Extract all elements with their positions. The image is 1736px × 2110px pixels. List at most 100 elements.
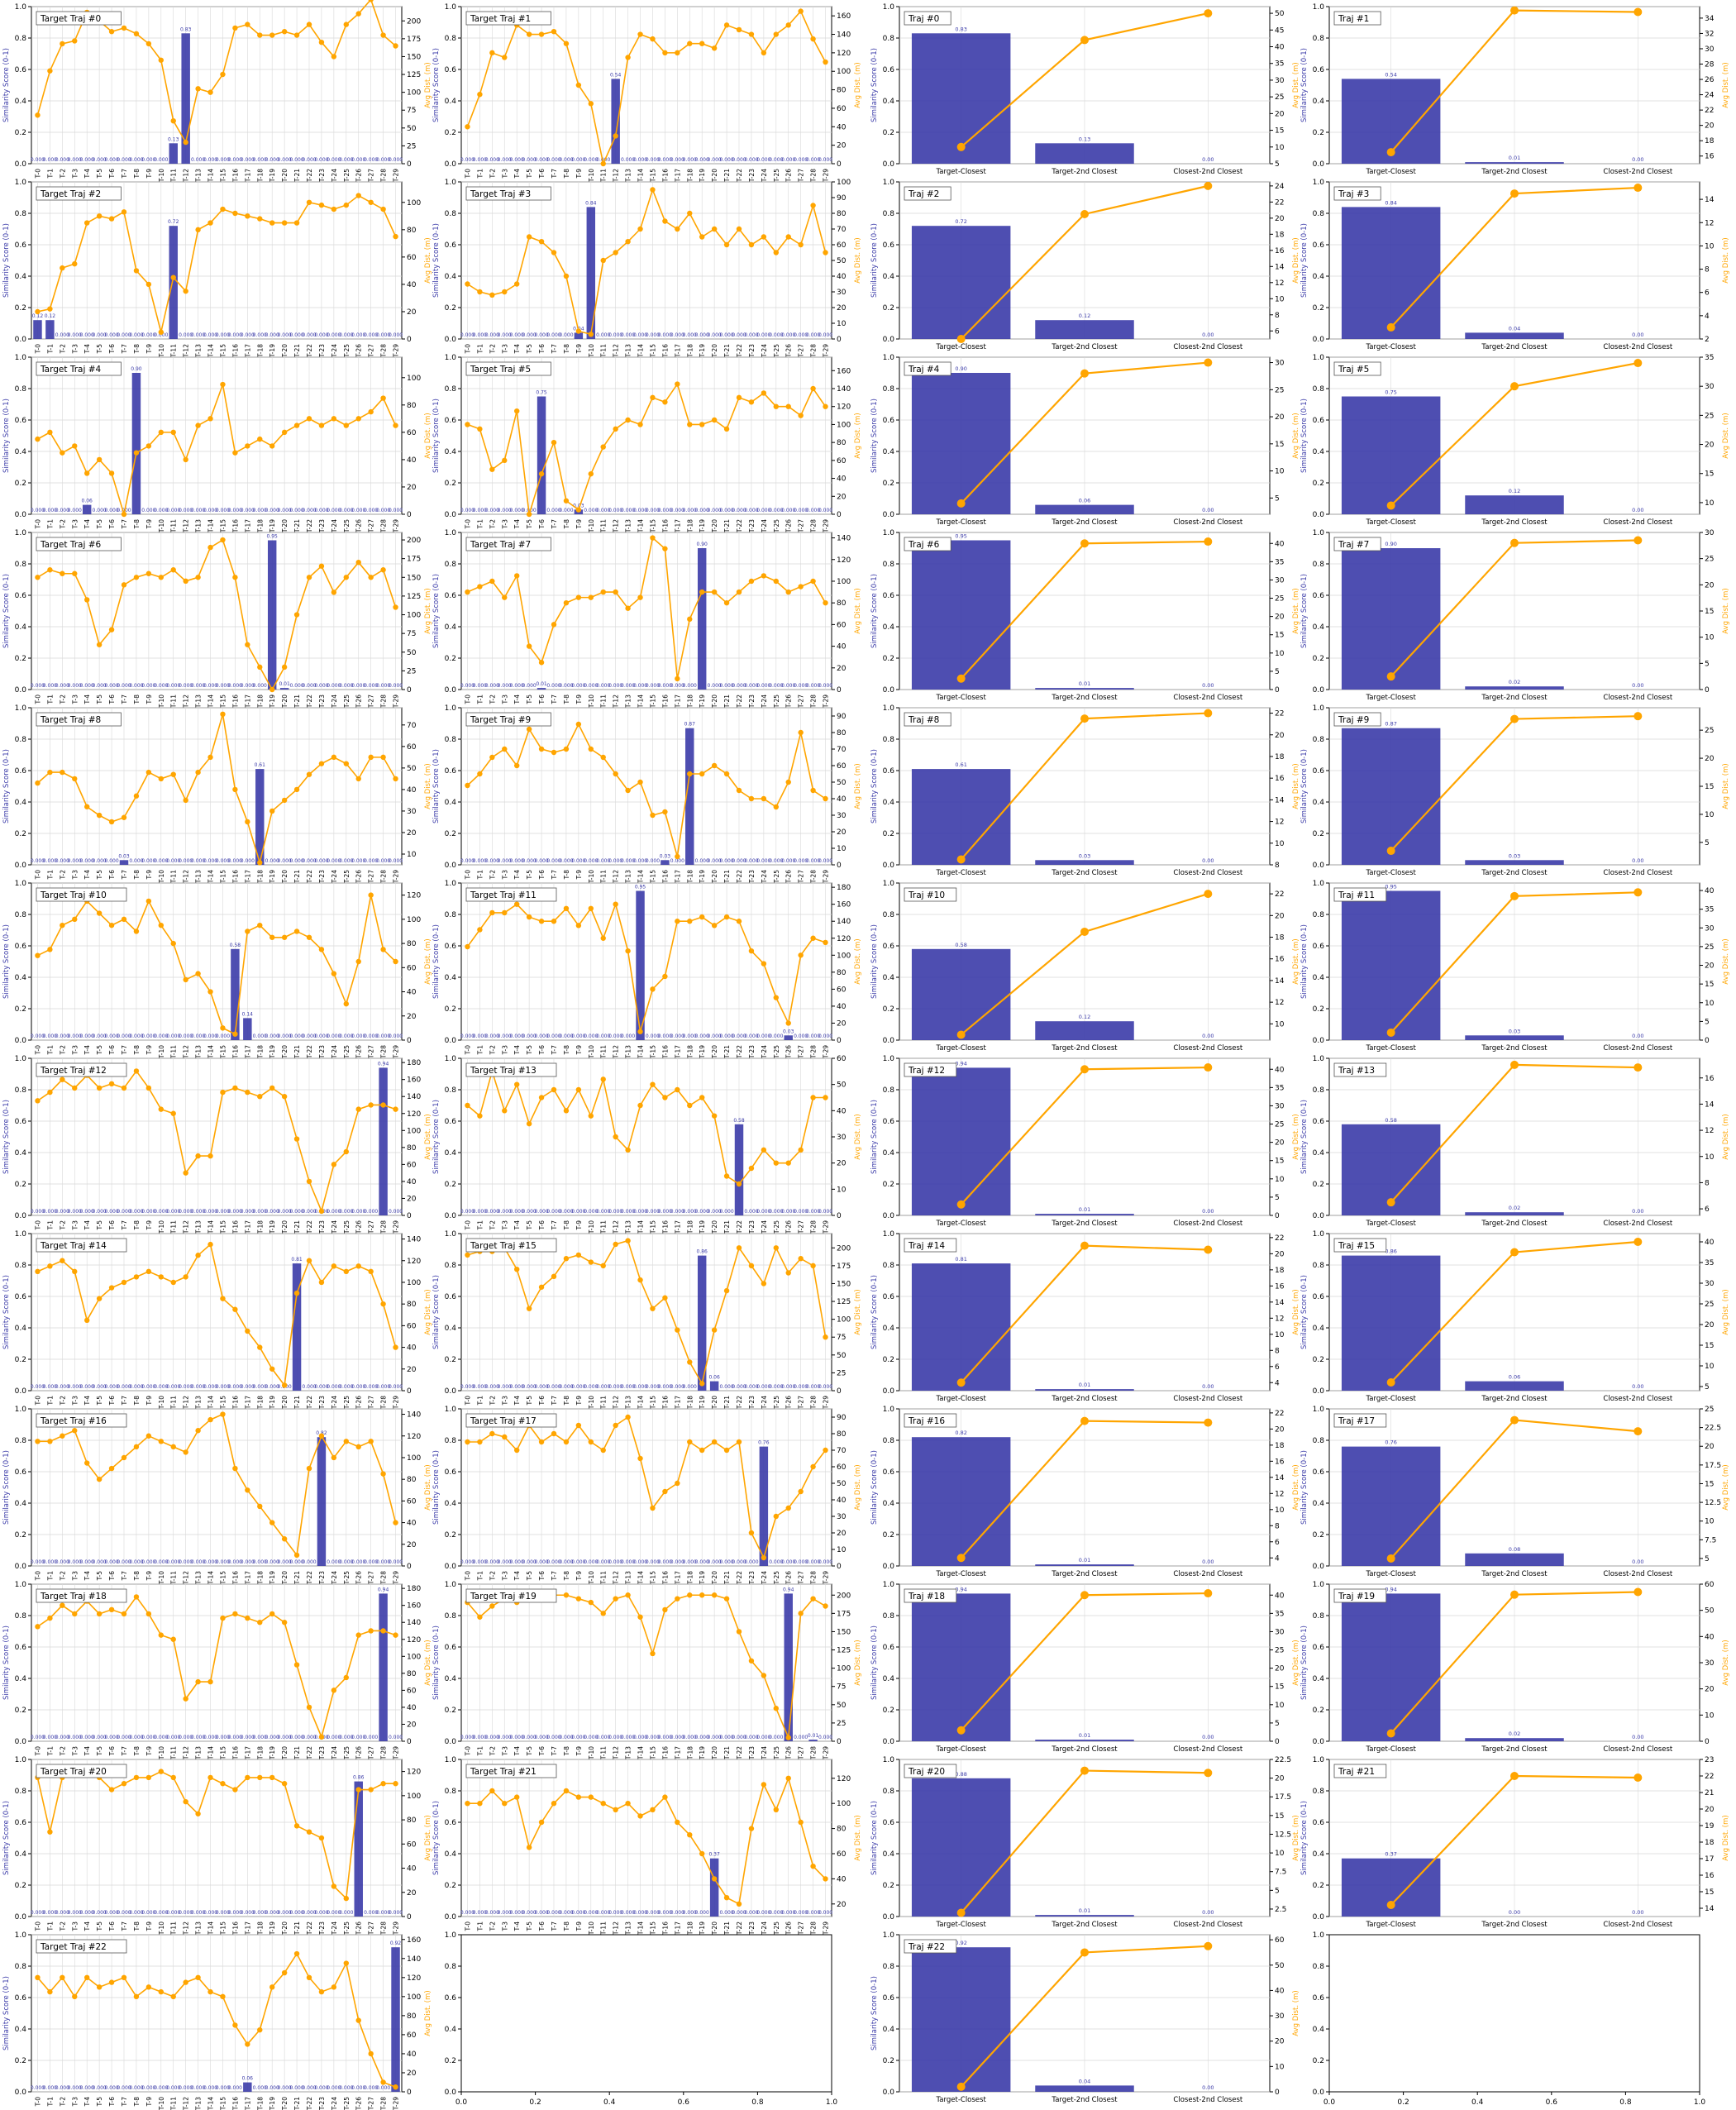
y-tick-label: 0.0 xyxy=(883,160,895,169)
bar-label: 0.000 xyxy=(621,1034,635,1039)
y2-tick-label: 0 xyxy=(837,511,842,519)
distance-point xyxy=(257,1344,263,1350)
x-tick-label: T-7 xyxy=(121,1571,128,1582)
bar-label: 0.000 xyxy=(806,1209,820,1215)
bar-label: 0.000 xyxy=(327,1735,341,1740)
bar-label: 0.87 xyxy=(684,722,696,728)
bar-label: 0.000 xyxy=(744,1384,758,1390)
y2-tick-label: 25 xyxy=(1275,595,1284,604)
subplot-right-19: 0.00.20.40.60.81.00102030405060Similarit… xyxy=(1300,1581,1730,1754)
distance-point xyxy=(662,50,668,56)
bar-label: 0.000 xyxy=(756,683,770,689)
x-tick-label: T-10 xyxy=(158,1220,165,1234)
bar-label: 0.000 xyxy=(364,858,378,864)
y2-tick-label: 12 xyxy=(1275,279,1284,288)
y2-tick-label: 14 xyxy=(1705,1905,1715,1913)
x-tick-label: T-22 xyxy=(736,519,743,533)
x-tick-label: T-18 xyxy=(256,1045,264,1059)
distance-point xyxy=(1386,501,1395,510)
y2-tick-label: 18 xyxy=(1275,753,1285,761)
x-tick-label: T-21 xyxy=(293,344,301,358)
x-tick-label: T-25 xyxy=(343,1045,351,1059)
x-tick-label: T-26 xyxy=(355,1746,363,1760)
y-tick-label: 0.8 xyxy=(1313,561,1325,569)
subplot-right-16: 0.00.20.40.60.81.046810121416182022Simil… xyxy=(870,1406,1300,1578)
distance-point xyxy=(170,1993,176,2000)
distance-point xyxy=(96,1085,103,1091)
x-tick-label: T-5 xyxy=(526,1396,533,1406)
x-tick-label: T-29 xyxy=(823,1396,830,1410)
bar-label: 0.76 xyxy=(758,1440,770,1446)
bar-label: 0.000 xyxy=(485,1209,499,1215)
x-tick-label: T-2 xyxy=(59,1571,66,1582)
x-tick-label: T-7 xyxy=(121,344,128,355)
bar-label: 0.000 xyxy=(608,332,622,338)
x-tick-label: T-6 xyxy=(538,1396,546,1406)
y2-axis-label: Avg Dist. (m) xyxy=(1292,237,1300,283)
bar-label: 0.000 xyxy=(498,508,512,513)
y-tick-label: 0.2 xyxy=(15,655,26,663)
distance-point xyxy=(331,971,337,976)
y2-tick-label: 50 xyxy=(837,257,847,265)
x-tick-label: T-21 xyxy=(293,1396,301,1410)
bar-label: 0.000 xyxy=(241,858,255,864)
bar-label: 0.000 xyxy=(559,1910,573,1916)
bar-label: 0.000 xyxy=(43,1910,57,1916)
x-tick-label: T-18 xyxy=(256,1746,264,1760)
bar-label: 0.000 xyxy=(584,683,598,689)
distance-point xyxy=(232,450,238,456)
x-tick-label: T-13 xyxy=(625,870,632,884)
x-tick-label: T-18 xyxy=(256,695,264,709)
bar-label: 0.000 xyxy=(327,1910,341,1916)
bar-label: 0.000 xyxy=(191,508,205,513)
x-tick-label: T-22 xyxy=(736,344,743,358)
y2-tick-label: 30 xyxy=(1705,45,1715,54)
distance-point xyxy=(514,901,520,907)
y-tick-label: 1.0 xyxy=(883,179,895,187)
distance-point xyxy=(245,213,250,219)
y-tick-label: 0.6 xyxy=(15,943,27,951)
x-tick-label: T-6 xyxy=(108,1746,116,1757)
x-tick-label: T-14 xyxy=(207,695,215,709)
distance-point xyxy=(158,1988,164,1995)
bar-label: 0.01 xyxy=(1079,1206,1090,1213)
y-tick-label: 0.8 xyxy=(445,1612,457,1621)
x-tick-label: T-7 xyxy=(551,344,558,355)
bar-label: 0.000 xyxy=(546,157,560,163)
distance-point xyxy=(380,1301,386,1307)
bar-label: 0.000 xyxy=(93,157,107,163)
bar xyxy=(1465,162,1564,164)
y2-tick-label: 6 xyxy=(1705,289,1710,298)
distance-point xyxy=(245,928,250,934)
x-tick-label: T-29 xyxy=(823,169,830,183)
bar-label: 0.000 xyxy=(203,1034,217,1039)
x-tick-label: T-29 xyxy=(393,1746,400,1760)
distance-point xyxy=(220,1296,226,1301)
x-tick-label: T-9 xyxy=(575,1220,583,1231)
bar-label: 0.00 xyxy=(1632,507,1643,513)
bar-label: 0.00 xyxy=(1202,1033,1214,1039)
y2-tick-label: 120 xyxy=(837,556,851,565)
x-tick-label: Target-2nd Closest xyxy=(1051,1921,1118,1929)
x-tick-label: T-7 xyxy=(551,1396,558,1406)
bar-label: 0.000 xyxy=(522,1910,537,1916)
x-tick-label: T-6 xyxy=(538,519,546,530)
x-tick-label: T-6 xyxy=(108,1220,116,1231)
distance-point xyxy=(281,429,288,436)
distance-point xyxy=(343,1439,349,1444)
bar-label: 0.000 xyxy=(584,157,598,163)
bar-label: 0.000 xyxy=(278,1559,292,1565)
distance-point xyxy=(625,1238,631,1244)
bar-label: 0.000 xyxy=(216,1735,230,1740)
distance-point xyxy=(502,594,508,600)
x-tick-label: T-9 xyxy=(145,1220,153,1231)
y2-tick-label: 40 xyxy=(1275,1592,1285,1600)
distance-point xyxy=(195,971,201,976)
distance-point xyxy=(823,1447,828,1454)
y2-tick-label: 100 xyxy=(407,916,421,924)
x-tick-label: T-20 xyxy=(711,1921,718,1936)
distance-point xyxy=(1204,358,1213,367)
y-tick-label: 0.6 xyxy=(445,943,457,951)
bar-label: 0.000 xyxy=(203,1735,217,1740)
distance-point xyxy=(183,976,188,983)
